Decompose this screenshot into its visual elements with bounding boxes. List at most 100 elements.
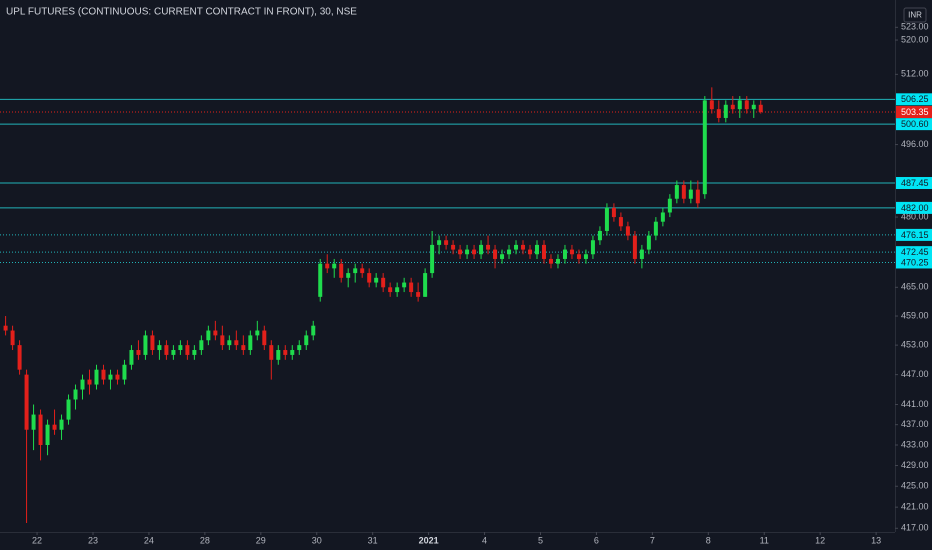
y-tick-label: 520.00	[901, 34, 929, 44]
candle-body	[521, 244, 526, 250]
candle-body	[465, 249, 470, 255]
price-level-label: 506.25	[901, 94, 929, 104]
x-tick-label: 22	[32, 535, 42, 545]
y-tick-label: 417.00	[901, 523, 929, 533]
price-level-tag	[896, 246, 932, 259]
candle-body	[667, 198, 672, 213]
candle-body	[234, 340, 239, 346]
x-tick-label: 11	[760, 535, 769, 545]
candle-body	[528, 249, 533, 255]
candle-body	[444, 240, 449, 245]
candle-body	[437, 240, 442, 245]
y-tick-label: 465.00	[901, 282, 929, 292]
candle-body	[31, 414, 36, 430]
candle-body	[318, 263, 323, 297]
candle-body	[632, 235, 637, 259]
candle-body	[52, 424, 57, 430]
last-price-label: 503.35	[901, 107, 929, 117]
candle-body	[423, 273, 428, 297]
y-tick-label: 433.00	[901, 439, 929, 449]
candle-body	[94, 369, 99, 385]
candle-body	[695, 189, 700, 204]
candle-body	[171, 350, 176, 355]
candle-body	[555, 258, 560, 264]
x-tick-label: 31	[368, 535, 378, 545]
candle-body	[150, 335, 155, 351]
candle-body	[430, 244, 435, 274]
candle-body	[688, 189, 693, 199]
price-level-label: 482.00	[901, 203, 929, 213]
y-tick-label: 425.00	[901, 481, 929, 491]
candle-body	[325, 263, 330, 269]
candle-body	[248, 335, 253, 351]
candle-body	[339, 263, 344, 278]
candle-body	[541, 244, 546, 259]
x-tick-label: 5	[538, 535, 543, 545]
x-tick-label: 6	[594, 535, 599, 545]
price-level-label: 487.45	[901, 178, 929, 188]
levels	[0, 98, 895, 263]
candle-body	[360, 268, 365, 274]
y-tick-label: 421.00	[901, 502, 929, 512]
candle-body	[269, 345, 274, 360]
y-tick-label: 441.00	[901, 399, 929, 409]
candle-body	[38, 414, 43, 446]
x-tick-label: 29	[256, 535, 266, 545]
candle-body	[674, 185, 679, 199]
candle-body	[472, 249, 477, 255]
candle-body	[192, 350, 197, 355]
candle-body	[311, 325, 316, 336]
candle-body	[500, 254, 505, 259]
x-tick-label: 30	[312, 535, 322, 545]
candle-body	[653, 221, 658, 236]
price-level-tag	[896, 118, 932, 131]
candle-body	[24, 374, 29, 430]
candle-body	[569, 249, 574, 255]
candle-body	[548, 258, 553, 264]
candle-body	[157, 345, 162, 351]
price-level-label: 472.45	[901, 247, 929, 257]
candle-body	[660, 212, 665, 222]
candle-body	[199, 340, 204, 351]
candle-body	[395, 287, 400, 293]
candle-body	[723, 104, 728, 118]
currency-box[interactable]	[903, 7, 927, 23]
y-tick-label: 453.00	[901, 340, 929, 350]
candle-body	[583, 254, 588, 259]
candle-body	[590, 240, 595, 255]
candle-body	[213, 330, 218, 336]
candle-body	[744, 100, 749, 110]
candles	[3, 87, 763, 523]
candle-body	[45, 424, 50, 446]
candle-body	[402, 282, 407, 288]
candle-body	[87, 379, 92, 385]
candle-body	[646, 235, 651, 250]
x-tick-label: 2021	[419, 535, 439, 545]
y-tick-label: 512.00	[901, 69, 929, 79]
x-tick-label: 12	[815, 535, 825, 545]
candle-body	[618, 217, 623, 227]
candle-body	[458, 249, 463, 255]
candle-body	[164, 345, 169, 355]
candle-body	[737, 100, 742, 110]
candle-body	[73, 389, 78, 400]
currency[interactable]: INR	[908, 11, 922, 20]
candle-body	[136, 350, 141, 355]
candle-body	[716, 109, 721, 118]
candle-body	[17, 345, 22, 370]
candle-body	[625, 226, 630, 236]
x-tick-label: 8	[706, 535, 711, 545]
candle-body	[597, 230, 602, 241]
price-level-tag	[896, 228, 932, 241]
candle-body	[241, 345, 246, 351]
chart-title: UPL FUTURES (CONTINUOUS: CURRENT CONTRAC…	[6, 7, 357, 18]
candle-body	[59, 419, 64, 430]
candle-body	[178, 345, 183, 351]
candle-body	[129, 350, 134, 365]
candle-body	[681, 185, 686, 199]
candle-body	[507, 249, 512, 255]
candle-body	[101, 369, 106, 380]
candle-body	[486, 244, 491, 250]
price-level-label: 476.15	[901, 230, 929, 240]
